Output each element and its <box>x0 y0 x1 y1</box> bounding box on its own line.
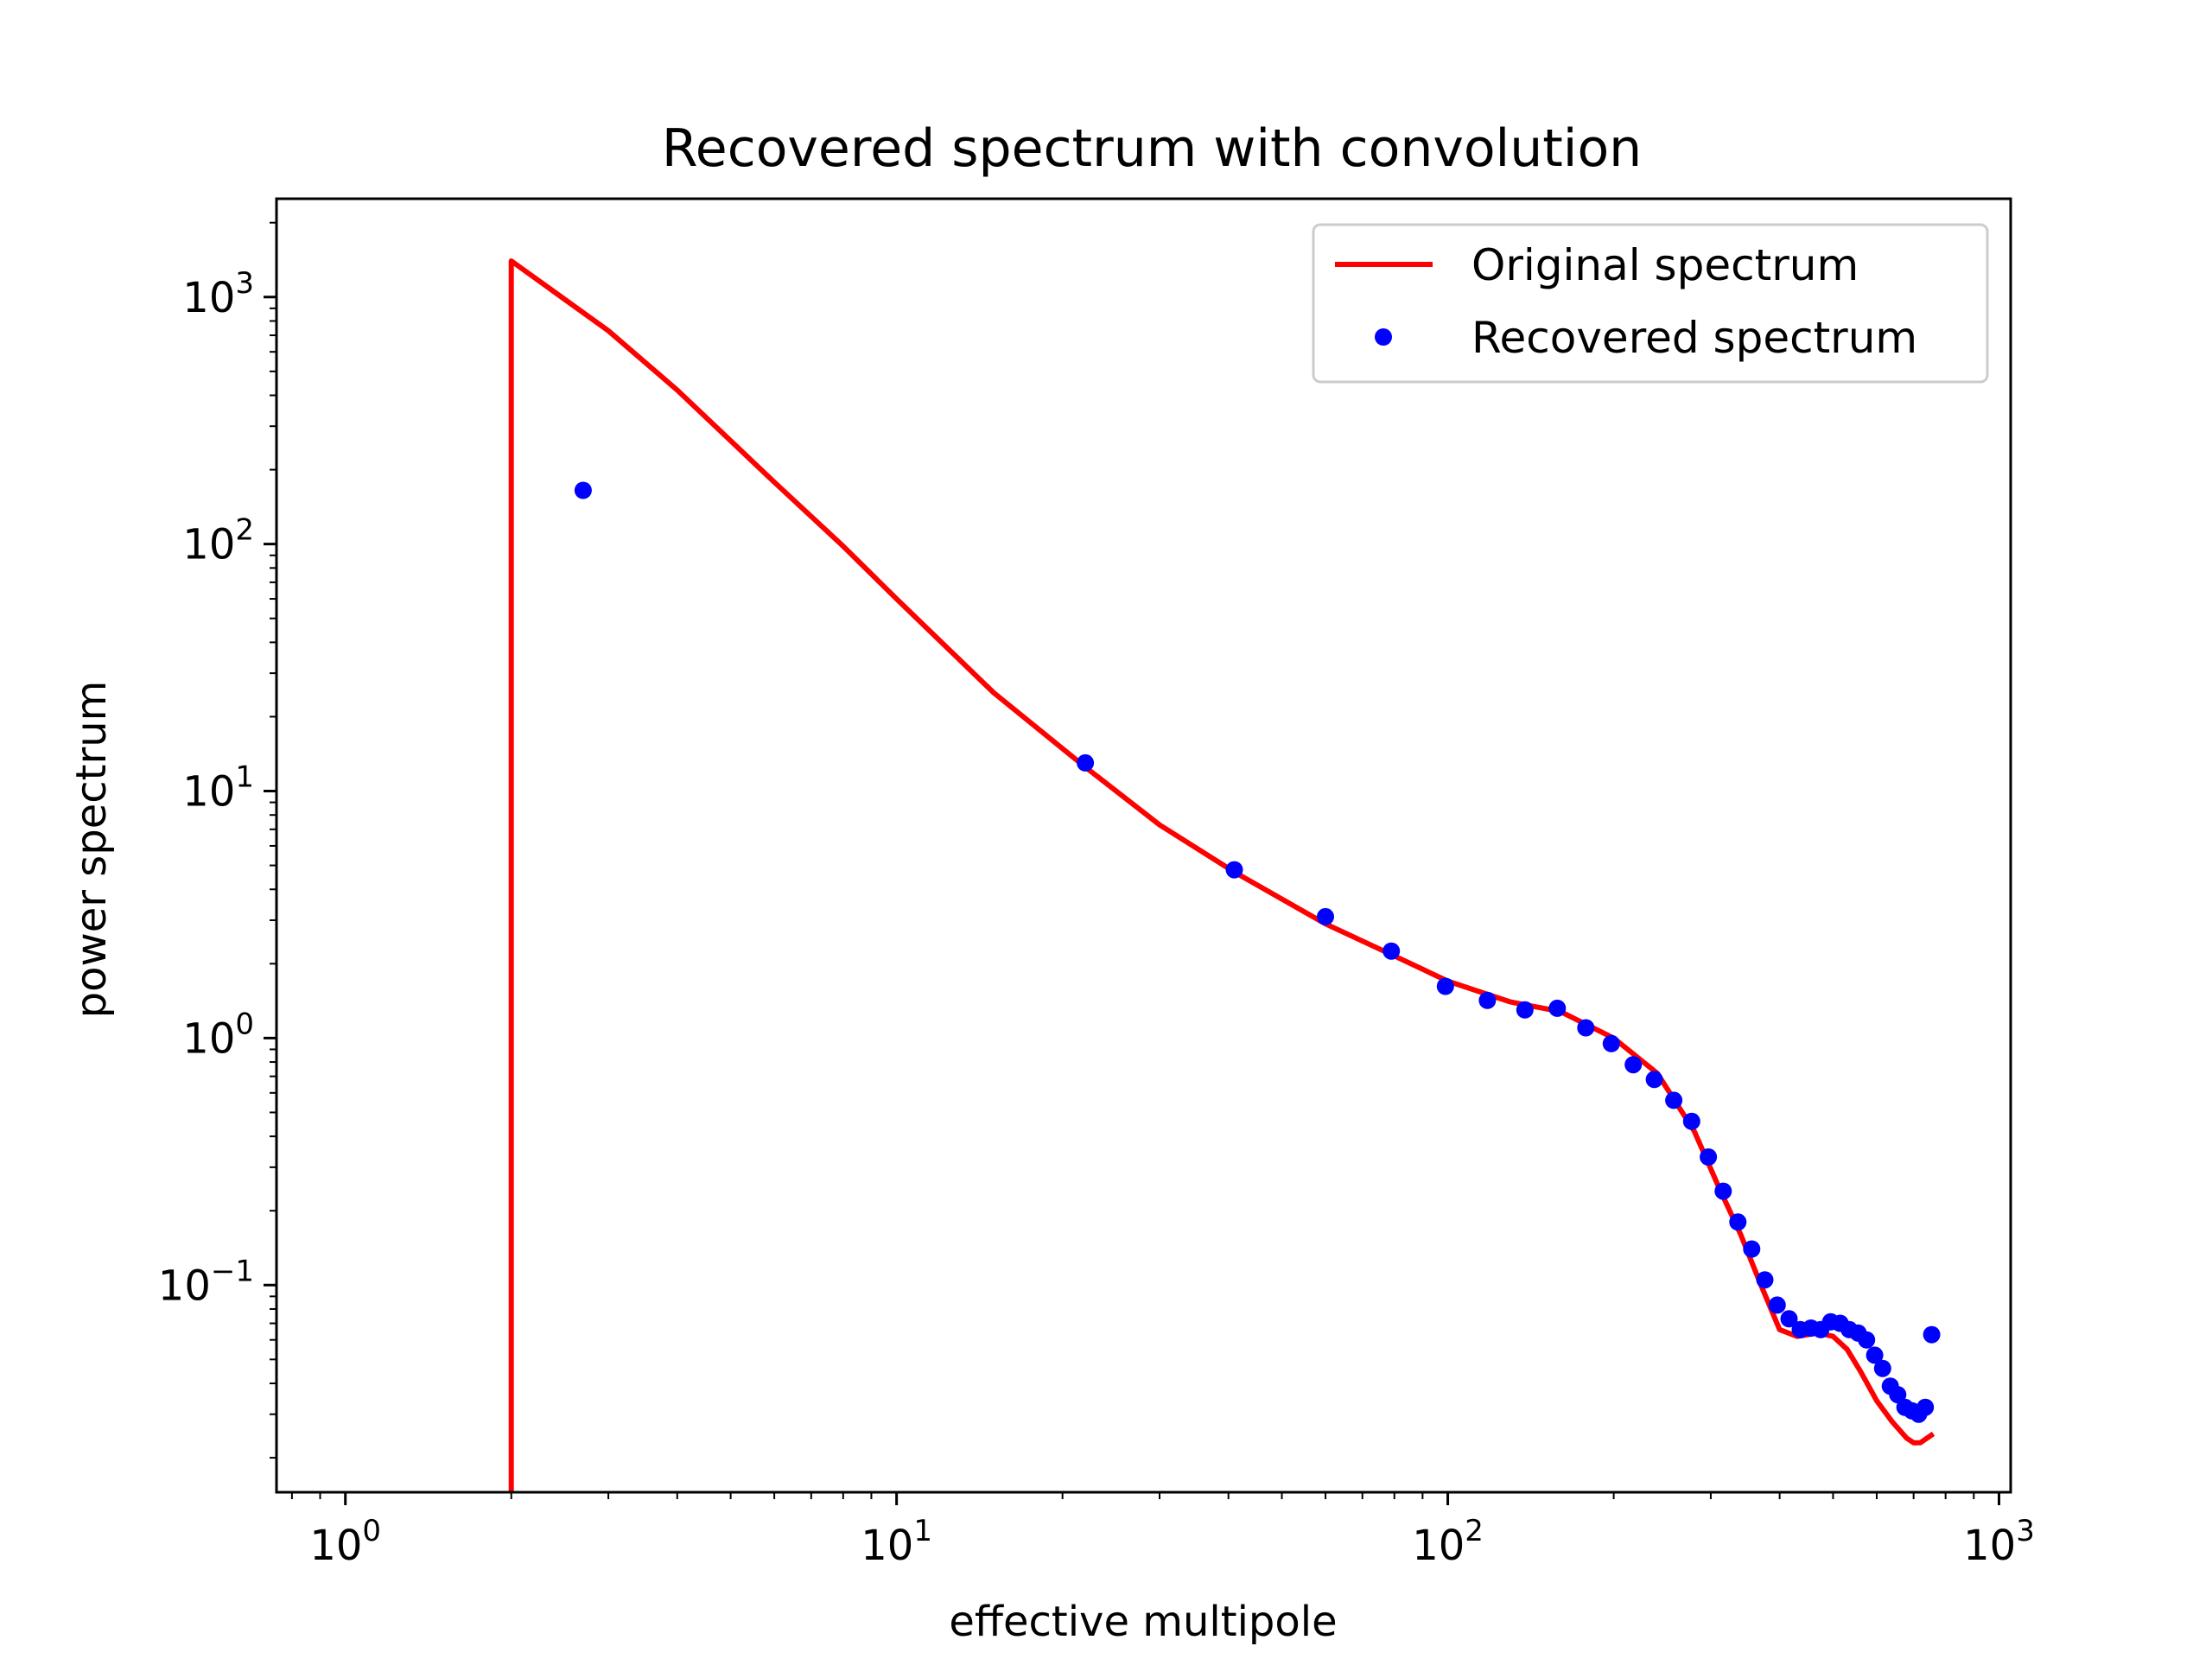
legend: Original spectrum Recovered spectrum <box>1312 223 1989 384</box>
data-point-recovered-spectrum <box>1624 1056 1643 1074</box>
x-tick-label: 102 <box>1412 1514 1484 1570</box>
x-axis: 100 101 102 103 <box>290 1492 2035 1570</box>
data-point-recovered-spectrum <box>1645 1071 1663 1089</box>
data-point-recovered-spectrum <box>1889 1386 1907 1404</box>
data-point-recovered-spectrum <box>1768 1296 1786 1314</box>
y-axis-label: power spectrum <box>67 681 116 1019</box>
x-tick-label: 100 <box>309 1514 381 1570</box>
data-point-recovered-spectrum <box>1873 1359 1891 1377</box>
data-point-recovered-spectrum <box>1382 942 1401 960</box>
data-point-recovered-spectrum <box>1436 977 1454 995</box>
data-point-recovered-spectrum <box>1077 753 1095 772</box>
data-point-recovered-spectrum <box>1756 1271 1774 1289</box>
data-point-recovered-spectrum <box>1548 999 1567 1017</box>
legend-label-recovered-spectrum: Recovered spectrum <box>1471 313 1917 363</box>
data-point-recovered-spectrum <box>1714 1182 1732 1200</box>
data-point-recovered-spectrum <box>1577 1019 1595 1037</box>
data-point-recovered-spectrum <box>1225 861 1243 879</box>
legend-label-original-spectrum: Original spectrum <box>1471 240 1859 290</box>
data-point-recovered-spectrum <box>1516 1001 1534 1019</box>
data-point-recovered-spectrum <box>1478 991 1497 1009</box>
chart-title: Recovered spectrum with convolution <box>662 118 1642 179</box>
data-point-recovered-spectrum <box>1858 1331 1876 1349</box>
data-point-recovered-spectrum <box>1665 1091 1683 1109</box>
legend-frame <box>1312 223 1989 384</box>
data-point-recovered-spectrum <box>1866 1346 1884 1364</box>
plot-series-layer <box>508 258 1941 1492</box>
data-point-recovered-spectrum <box>1923 1325 1941 1344</box>
data-point-recovered-spectrum <box>1729 1213 1747 1231</box>
data-point-recovered-spectrum <box>1317 907 1334 925</box>
data-point-recovered-spectrum <box>1743 1240 1761 1258</box>
data-point-recovered-spectrum <box>1916 1398 1935 1416</box>
data-point-recovered-spectrum <box>1700 1148 1718 1166</box>
data-point-recovered-spectrum <box>1682 1112 1700 1130</box>
data-point-recovered-spectrum <box>574 481 592 499</box>
data-point-recovered-spectrum <box>1780 1310 1798 1328</box>
data-point-recovered-spectrum <box>1602 1034 1620 1052</box>
legend-swatch-recovered-spectrum <box>1375 328 1392 346</box>
x-axis-label: effective multipole <box>949 1598 1337 1646</box>
